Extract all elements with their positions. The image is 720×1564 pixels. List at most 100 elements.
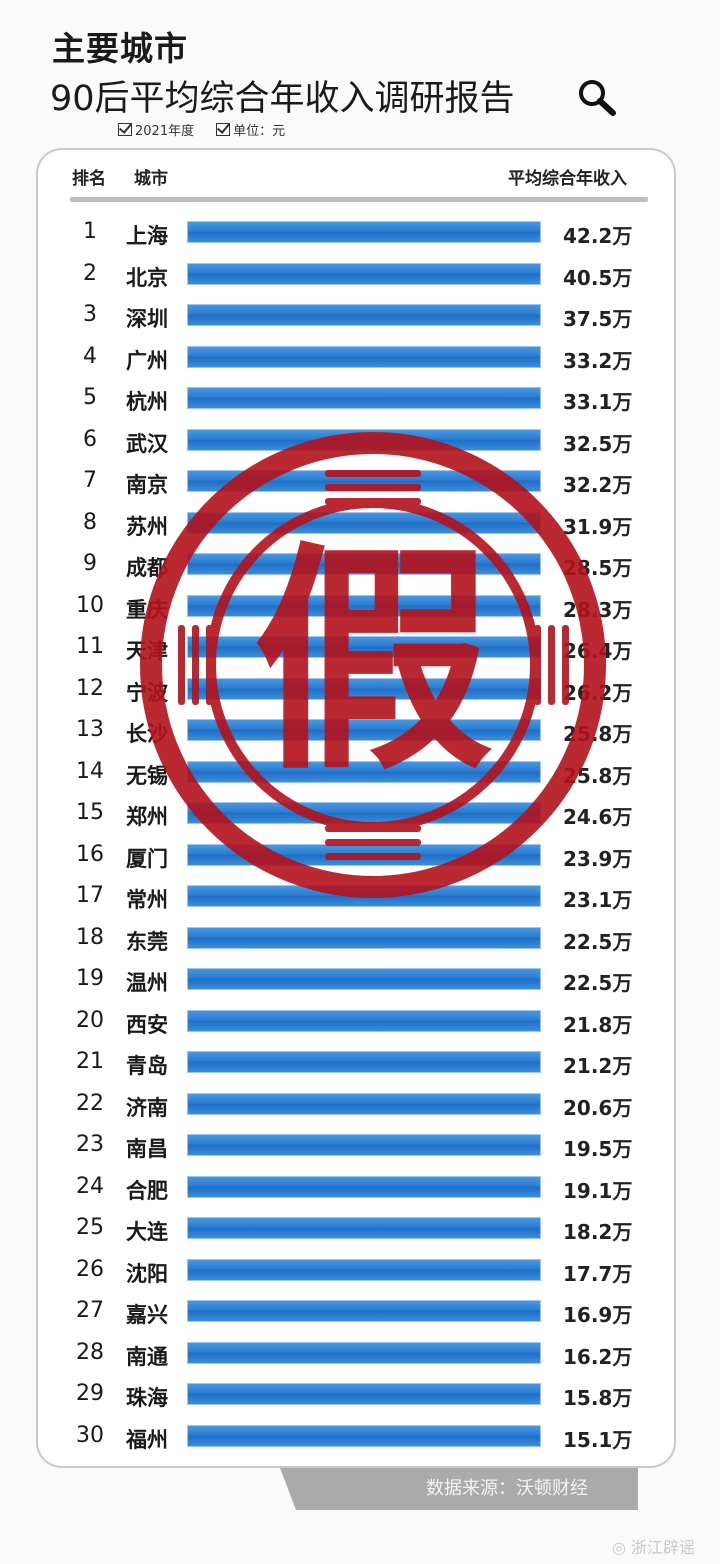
income-value: 33.1万 bbox=[563, 390, 633, 414]
table-row: 6 武汉 32.5万 bbox=[0, 420, 720, 460]
city-name: 深圳 bbox=[126, 307, 168, 331]
table-row: 20 西安 21.8万 bbox=[0, 1001, 720, 1041]
income-bar bbox=[187, 553, 541, 575]
watermark: ◎ 浙江辟谣 bbox=[612, 1538, 696, 1557]
checkbox-icon bbox=[216, 123, 231, 136]
income-value: 18.2万 bbox=[563, 1220, 633, 1244]
income-value: 26.4万 bbox=[563, 639, 633, 663]
income-value: 19.5万 bbox=[563, 1137, 633, 1161]
city-name: 苏州 bbox=[126, 514, 168, 539]
income-bar bbox=[187, 1134, 541, 1156]
income-bar bbox=[187, 843, 541, 866]
table-row: 2 北京 40.5万 bbox=[0, 254, 720, 294]
income-value: 37.5万 bbox=[563, 307, 633, 331]
income-bar bbox=[187, 1300, 541, 1322]
rank: 26 bbox=[76, 1256, 104, 1282]
rank: 16 bbox=[76, 841, 104, 867]
col-rank-header: 排名 bbox=[72, 169, 106, 189]
header-divider bbox=[70, 197, 648, 202]
income-value: 23.9万 bbox=[563, 846, 633, 871]
city-name: 无锡 bbox=[126, 763, 168, 788]
table-row: 29 珠海 15.8万 bbox=[0, 1374, 720, 1414]
income-value: 23.1万 bbox=[563, 888, 633, 912]
unit-check: 单位：元 bbox=[216, 120, 285, 139]
table-row: 11 天津 26.4万 bbox=[0, 627, 720, 667]
city-name: 郑州 bbox=[126, 805, 168, 829]
table-row: 8 苏州 31.9万 bbox=[0, 503, 720, 543]
income-value: 17.7万 bbox=[563, 1261, 633, 1286]
table-row: 5 杭州 33.1万 bbox=[0, 378, 720, 418]
rank: 20 bbox=[76, 1007, 104, 1033]
income-value: 32.5万 bbox=[563, 431, 633, 456]
table-row: 4 广州 33.2万 bbox=[0, 337, 720, 377]
table-row: 3 深圳 37.5万 bbox=[0, 295, 720, 335]
income-value: 28.5万 bbox=[563, 556, 633, 580]
table-row: 13 长沙 25.8万 bbox=[0, 710, 720, 750]
city-name: 广州 bbox=[126, 348, 168, 373]
rank: 21 bbox=[76, 1049, 104, 1074]
city-name: 福州 bbox=[126, 1427, 168, 1452]
rank: 2 bbox=[83, 260, 97, 286]
rank: 15 bbox=[76, 800, 104, 825]
income-bar bbox=[187, 470, 541, 492]
city-name: 常州 bbox=[126, 888, 168, 912]
rank: 4 bbox=[83, 343, 97, 369]
table-row: 9 成都 28.5万 bbox=[0, 544, 720, 584]
city-name: 东莞 bbox=[126, 929, 168, 954]
income-bar bbox=[187, 719, 541, 741]
city-name: 杭州 bbox=[126, 390, 168, 414]
income-value: 16.2万 bbox=[563, 1344, 633, 1369]
city-name: 温州 bbox=[126, 971, 168, 995]
city-name: 厦门 bbox=[126, 846, 168, 871]
income-value: 33.2万 bbox=[563, 348, 633, 373]
income-value: 42.2万 bbox=[563, 224, 633, 248]
income-bar bbox=[187, 262, 541, 285]
rank: 25 bbox=[76, 1215, 104, 1240]
table-row: 16 厦门 23.9万 bbox=[0, 835, 720, 875]
table-row: 25 大连 18.2万 bbox=[0, 1208, 720, 1248]
checkbox-icon bbox=[118, 123, 132, 136]
income-bar bbox=[187, 760, 541, 783]
table-row: 15 郑州 24.6万 bbox=[0, 793, 720, 833]
col-city-header: 城市 bbox=[134, 169, 168, 189]
income-value: 26.2万 bbox=[563, 680, 633, 705]
rank: 11 bbox=[76, 634, 104, 659]
income-value: 40.5万 bbox=[563, 265, 633, 290]
report-meta: 2021年度 单位：元 bbox=[118, 120, 285, 139]
table-row: 12 宁波 26.2万 bbox=[0, 669, 720, 709]
city-name: 大连 bbox=[126, 1220, 168, 1244]
city-name: 西安 bbox=[126, 1012, 168, 1037]
income-bar bbox=[187, 221, 541, 243]
rank: 22 bbox=[76, 1090, 104, 1116]
income-value: 24.6万 bbox=[563, 805, 633, 829]
year-label: 2021年度 bbox=[135, 124, 195, 139]
income-bar bbox=[187, 1424, 541, 1447]
city-name: 重庆 bbox=[126, 597, 168, 622]
income-bar bbox=[187, 1051, 541, 1073]
city-name: 长沙 bbox=[126, 722, 168, 746]
income-bar bbox=[187, 802, 541, 824]
table-row: 17 常州 23.1万 bbox=[0, 876, 720, 916]
city-name: 成都 bbox=[126, 556, 168, 580]
income-value: 19.1万 bbox=[563, 1178, 633, 1203]
income-value: 32.2万 bbox=[563, 473, 633, 497]
city-name: 宁波 bbox=[126, 680, 168, 705]
income-value: 20.6万 bbox=[563, 1095, 633, 1120]
city-name: 南京 bbox=[126, 473, 168, 497]
city-name: 嘉兴 bbox=[126, 1303, 168, 1327]
city-name: 天津 bbox=[126, 639, 168, 663]
city-name: 武汉 bbox=[126, 431, 168, 456]
income-bar bbox=[187, 1175, 541, 1198]
rank: 9 bbox=[83, 551, 97, 576]
rank: 10 bbox=[76, 592, 104, 618]
col-income-header: 平均综合年收入 bbox=[508, 169, 627, 189]
table-row: 23 南昌 19.5万 bbox=[0, 1125, 720, 1165]
city-name: 沈阳 bbox=[126, 1261, 168, 1286]
magnifier-icon bbox=[579, 80, 616, 116]
income-value: 21.8万 bbox=[563, 1012, 633, 1037]
income-bar bbox=[187, 594, 541, 617]
page-title: 主要城市 bbox=[52, 29, 188, 68]
city-name: 合肥 bbox=[126, 1178, 168, 1203]
income-bar bbox=[187, 304, 541, 326]
table-row: 24 合肥 19.1万 bbox=[0, 1167, 720, 1207]
